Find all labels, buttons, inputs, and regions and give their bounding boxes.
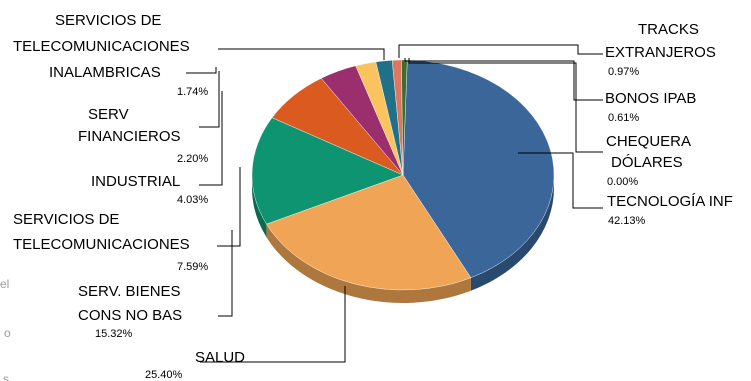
leader-line [217, 167, 241, 247]
slice-category-label: CONS NO BAS [78, 307, 182, 324]
pie-labels: TECNOLOGÍA INF 42.13% SALUD 25.40% SERV. BIE… [13, 12, 733, 381]
slice-category-label: TECNOLOGÍA INF [607, 193, 733, 210]
slice-category-label: SALUD [195, 349, 245, 366]
leader-line [186, 67, 217, 74]
pie-slice [401, 59, 408, 176]
slice-value-label: 25.40% [145, 369, 183, 381]
slice-category-label: TELECOMUNICACIONES [13, 38, 190, 55]
slice-category-label: SERVICIOS DE [55, 12, 161, 29]
slice-category-label: INALAMBRICAS [49, 64, 161, 81]
slice-category-label: FINANCIEROS [78, 128, 181, 145]
leader-line [518, 152, 603, 209]
pie-slices [251, 59, 555, 303]
slice-category-label: TELECOMUNICACIONES [13, 236, 190, 253]
slice-value-label: 0.00% [607, 176, 638, 188]
leader-line [404, 58, 603, 101]
leader-line [398, 44, 603, 58]
pie-slice [251, 117, 404, 225]
slice-value-label: 0.97% [608, 66, 639, 78]
leader-line [199, 71, 220, 128]
pie-slice-side [266, 224, 471, 303]
cropped-text-fragment: el [0, 277, 9, 291]
slice-value-label: 15.32% [95, 328, 133, 340]
slice-value-label: 42.13% [608, 215, 646, 227]
leader-line [199, 91, 223, 186]
leader-line [218, 230, 233, 317]
slice-category-label: CHEQUERA [606, 133, 691, 150]
slice-value-label: 2.20% [177, 153, 208, 165]
slice-value-label: 1.74% [177, 86, 208, 98]
leader-line [408, 58, 603, 153]
cropped-text-fragment: s [3, 372, 9, 381]
slice-category-label: SERV. BIENES [78, 283, 181, 300]
slice-value-label: 4.03% [177, 194, 208, 206]
leader-line [200, 286, 346, 363]
slice-category-label: EXTRANJEROS [605, 44, 716, 61]
slice-category-label: TRACKS [638, 21, 699, 38]
leader-lines [186, 44, 603, 363]
slice-category-label: SERVICIOS DE [13, 211, 119, 228]
slice-value-label: 0.61% [608, 112, 639, 124]
slice-category-label: SERV [88, 106, 129, 123]
pie-slice-side [252, 175, 267, 238]
pie-slice [266, 174, 472, 291]
cropped-text-fragment: o [4, 326, 11, 340]
pie-slice-side [470, 175, 554, 291]
slice-category-label: DÓLARES [611, 154, 683, 171]
slice-category-label: INDUSTRIAL [91, 173, 180, 190]
slice-category-label: BONOS IPAB [605, 90, 696, 107]
pie-slice [402, 59, 555, 278]
leader-line [218, 48, 385, 60]
slice-value-label: 7.59% [177, 261, 208, 273]
